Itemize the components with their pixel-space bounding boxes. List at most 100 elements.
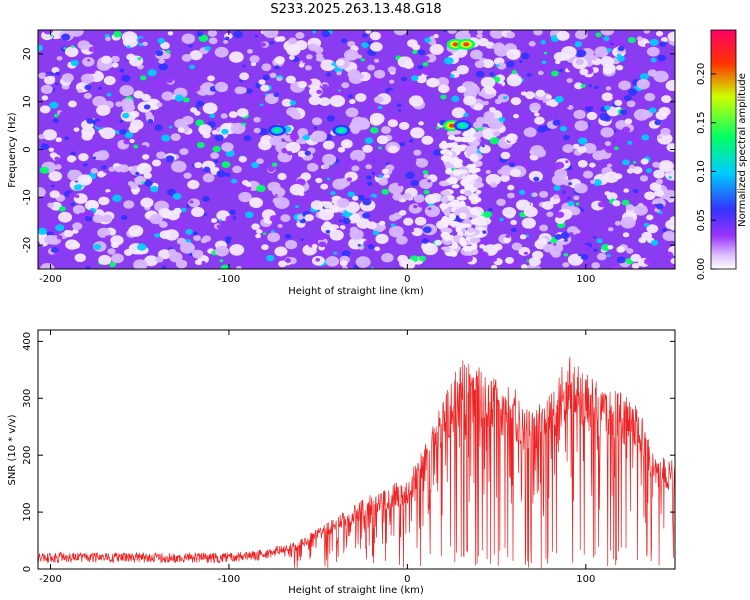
heatmap-cell xyxy=(58,211,73,223)
heatmap-cell xyxy=(302,59,307,63)
heatmap-cell xyxy=(183,172,192,179)
heatmap-cell xyxy=(302,194,311,201)
heatmap-cell xyxy=(183,97,190,103)
heatmap-cell xyxy=(112,194,122,202)
heatmap-cell xyxy=(653,169,665,179)
heatmap-cell xyxy=(451,95,460,102)
heatmap-cell xyxy=(423,55,430,62)
heatmap-y-tick-label: -10 xyxy=(22,189,33,205)
heatmap-cell xyxy=(577,160,588,168)
heatmap-cell xyxy=(630,62,634,66)
heatmap-cell xyxy=(593,179,602,186)
heatmap-cell xyxy=(502,103,507,107)
heatmap-cell xyxy=(417,201,426,208)
heatmap-cell xyxy=(543,51,548,55)
heatmap-cell xyxy=(280,214,291,223)
heatmap-cell xyxy=(371,89,376,93)
heatmap-cell xyxy=(510,219,517,226)
heatmap-cell xyxy=(166,50,171,54)
heatmap-cell xyxy=(567,196,571,200)
heatmap-cell xyxy=(489,72,495,76)
heatmap-cell xyxy=(269,136,282,146)
heatmap-cell xyxy=(239,218,245,223)
heatmap-cell xyxy=(643,258,653,265)
heatmap-cell xyxy=(141,181,145,184)
heatmap-cell xyxy=(39,105,51,114)
heatmap-cell xyxy=(532,250,544,260)
heatmap-cell xyxy=(59,111,63,115)
heatmap-cell xyxy=(310,200,324,210)
heatmap-cell xyxy=(445,168,452,174)
heatmap-cell xyxy=(58,206,66,212)
heatmap-cell xyxy=(402,192,412,201)
heatmap-cell xyxy=(326,177,331,181)
heatmap-cell xyxy=(566,78,573,83)
heatmap-cell xyxy=(646,224,659,234)
heatmap-cell xyxy=(537,70,544,76)
heatmap-cell xyxy=(55,224,65,232)
heatmap-cell xyxy=(337,146,346,153)
heatmap-cell xyxy=(363,233,367,237)
heatmap-cell xyxy=(422,61,429,67)
heatmap-cell xyxy=(315,53,324,59)
heatmap-cell xyxy=(231,212,236,216)
heatmap-cell xyxy=(327,198,333,202)
colorbar: 0.00 0.05 0.10 0.15 0.20 Normalized spectral… xyxy=(696,29,748,280)
heatmap-cell xyxy=(472,131,484,138)
heatmap-cell xyxy=(372,230,380,236)
heatmap-cell xyxy=(262,74,270,81)
heatmap-cell xyxy=(51,219,60,226)
heatmap-cell xyxy=(251,223,260,230)
heatmap-cell xyxy=(114,71,119,75)
heatmap-cell xyxy=(101,214,113,223)
snr-x-tick-label: -100 xyxy=(218,574,241,585)
heatmap-cell xyxy=(318,241,327,248)
heatmap-cell xyxy=(604,171,620,183)
heatmap-cell xyxy=(454,209,461,216)
heatmap-cell xyxy=(526,259,530,262)
heatmap-cell xyxy=(242,64,246,68)
heatmap-cell xyxy=(75,194,80,198)
heatmap-cell xyxy=(297,150,307,158)
heatmap-cell xyxy=(509,168,521,178)
heatmap-cell xyxy=(600,127,614,138)
heatmap-cell xyxy=(563,253,569,257)
snr-x-tick-label: 100 xyxy=(576,574,595,585)
heatmap-cell xyxy=(584,105,594,112)
heatmap-cell xyxy=(416,89,427,98)
heatmap-cell xyxy=(263,106,273,114)
heatmap-cell xyxy=(463,95,477,106)
heatmap-cell xyxy=(583,99,594,107)
heatmap-cell xyxy=(189,64,195,70)
heatmap-cell xyxy=(474,60,485,69)
heatmap-cell xyxy=(77,40,91,50)
heatmap-cell xyxy=(193,235,201,242)
heatmap-cell xyxy=(646,203,656,211)
heatmap-cell xyxy=(551,70,559,77)
heatmap-cell xyxy=(236,265,242,269)
heatmap-cell xyxy=(230,178,238,184)
heatmap-cell xyxy=(261,244,269,251)
heatmap-cell xyxy=(393,30,407,36)
heatmap-cell xyxy=(665,79,675,92)
heatmap-cell xyxy=(479,144,491,154)
heatmap-cell xyxy=(489,30,505,39)
heatmap-cell xyxy=(106,92,112,97)
heatmap-cell xyxy=(614,146,619,151)
heatmap-cell xyxy=(298,63,305,68)
heatmap-cells xyxy=(38,30,675,269)
heatmap-cell xyxy=(451,184,460,189)
heatmap-cell xyxy=(638,237,647,244)
heatmap-cell xyxy=(633,108,650,121)
heatmap-cell xyxy=(639,73,649,81)
heatmap-cell xyxy=(330,191,336,196)
heatmap-cell xyxy=(342,217,352,225)
heatmap-cell xyxy=(373,69,386,79)
heatmap-cell xyxy=(554,215,566,224)
heatmap-cell xyxy=(156,151,166,159)
heatmap-cell xyxy=(524,91,536,100)
heatmap-cell xyxy=(49,101,59,109)
heatmap-cell xyxy=(297,214,304,220)
heatmap-cell xyxy=(38,72,47,80)
